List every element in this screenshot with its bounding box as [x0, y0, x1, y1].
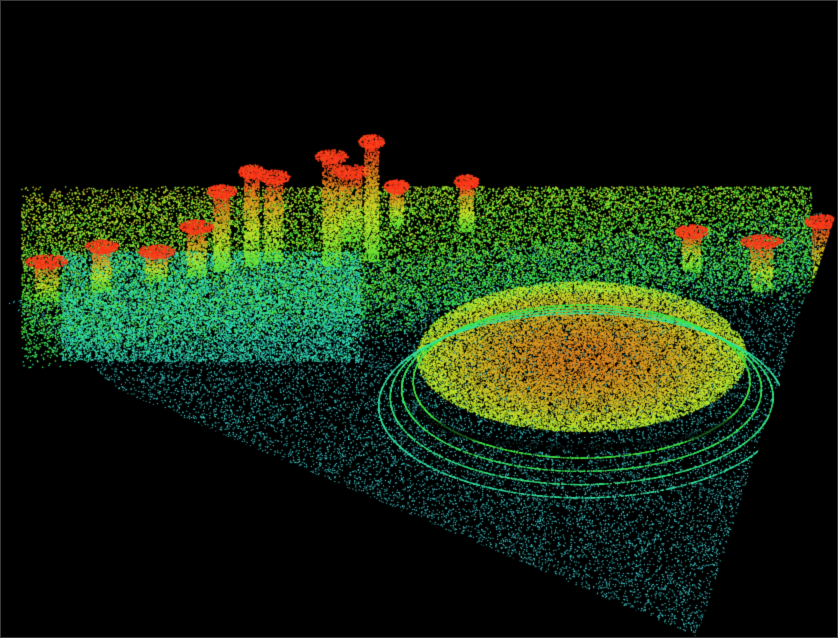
lidar-point-cloud-render — [1, 1, 837, 637]
point-cloud-viewport[interactable] — [0, 0, 838, 638]
